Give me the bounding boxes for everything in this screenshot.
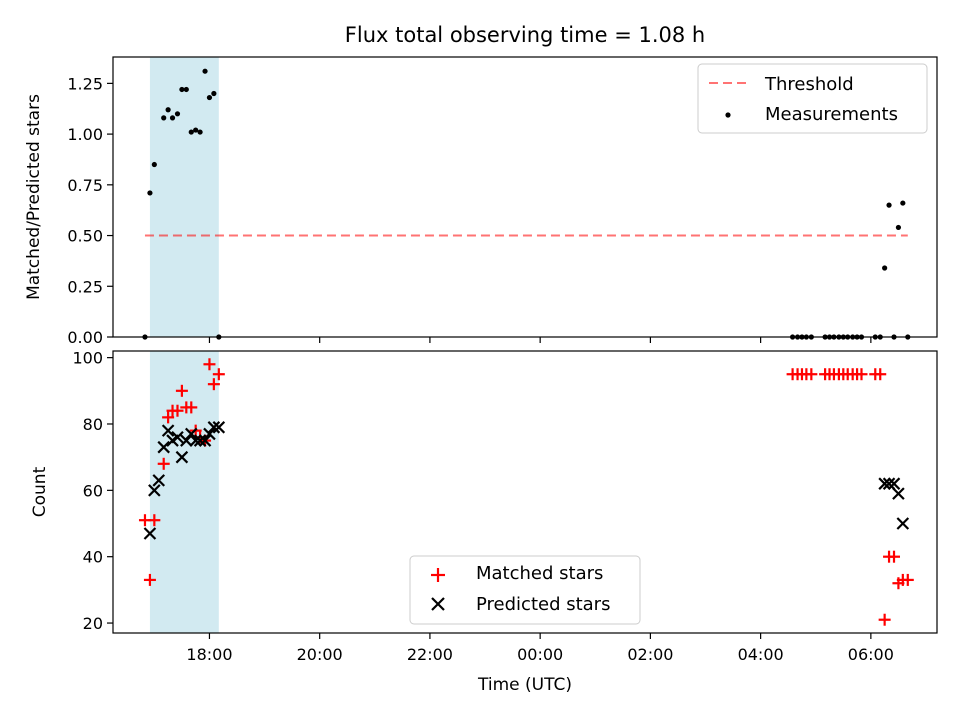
y-tick-label: 0.00 bbox=[67, 328, 103, 347]
x-tick-label: 22:00 bbox=[407, 645, 453, 664]
y-tick-label: 0.25 bbox=[67, 277, 103, 296]
matched-star-point bbox=[185, 401, 198, 414]
measurement-point bbox=[161, 115, 167, 121]
y-tick-label: 80 bbox=[83, 415, 103, 434]
predicted-star-point bbox=[148, 484, 161, 497]
count-axes-frame bbox=[112, 350, 938, 634]
count-x-ticks: 18:00 20:00 22:00 00:00 02:00 04:00 06:00 bbox=[186, 633, 894, 664]
x-tick-label: 02:00 bbox=[627, 645, 673, 664]
x-tick-label: 20:00 bbox=[297, 645, 343, 664]
predicted-star-point bbox=[203, 427, 216, 441]
measurement-point bbox=[188, 129, 194, 135]
predicted-star-point bbox=[887, 477, 901, 490]
measurement-point bbox=[197, 129, 203, 135]
matched-star-point bbox=[162, 411, 175, 424]
ratio-axes-frame bbox=[112, 56, 938, 338]
y-tick-label: 60 bbox=[83, 481, 103, 500]
legend-predicted-swatch bbox=[431, 597, 445, 611]
legend-matched-swatch bbox=[431, 568, 445, 582]
legend-measurements-swatch bbox=[725, 112, 731, 118]
matched-star-point bbox=[143, 573, 156, 586]
predicted-star-point bbox=[882, 477, 896, 490]
y-tick-label: 1.00 bbox=[67, 125, 103, 144]
ratio-y-ticks: 0.00 0.25 0.50 0.75 1.00 1.25 bbox=[67, 74, 113, 347]
measurement-point bbox=[882, 265, 888, 271]
ratio-x-ticks bbox=[208, 337, 872, 343]
matched-star-point bbox=[901, 573, 914, 586]
count-panel: 20 40 60 80 100 18:00 20:00 22:00 00:00 02:00 04:… bbox=[30, 349, 938, 695]
predicted-star-point bbox=[189, 434, 202, 447]
predicted-star-point bbox=[212, 421, 226, 434]
count-legend: Matched stars Predicted stars bbox=[409, 555, 641, 625]
legend-matched-label: Matched stars bbox=[476, 563, 603, 584]
matched-star-point bbox=[175, 384, 188, 397]
matched-star-point bbox=[878, 613, 891, 626]
predicted-stars-points bbox=[143, 421, 910, 540]
ratio-legend: Threshold Measurements bbox=[697, 63, 928, 134]
x-tick-label: 00:00 bbox=[517, 645, 563, 664]
predicted-star-point bbox=[207, 421, 221, 434]
matched-star-point bbox=[855, 368, 868, 381]
legend-measurements-label: Measurements bbox=[765, 104, 898, 125]
x-tick-label: 18:00 bbox=[186, 645, 232, 664]
predicted-star-point bbox=[175, 450, 189, 464]
measurement-point bbox=[147, 190, 153, 196]
legend-threshold-label: Threshold bbox=[764, 74, 854, 95]
matched-star-point bbox=[874, 368, 887, 381]
y-tick-label: 1.25 bbox=[67, 74, 103, 93]
shaded-span-bottom bbox=[149, 351, 219, 633]
predicted-star-point bbox=[157, 440, 170, 454]
matched-star-point bbox=[171, 404, 184, 417]
measurement-point bbox=[169, 115, 176, 121]
measurement-point bbox=[165, 107, 171, 113]
predicted-star-point bbox=[878, 477, 891, 490]
y-tick-label: 20 bbox=[83, 614, 103, 633]
matched-star-point bbox=[157, 457, 170, 470]
predicted-star-point bbox=[152, 474, 166, 487]
measurement-points bbox=[142, 68, 911, 340]
x-tick-label: 06:00 bbox=[848, 645, 894, 664]
measurement-point bbox=[183, 86, 189, 93]
matched-star-point bbox=[203, 358, 216, 371]
measurement-point bbox=[211, 90, 217, 97]
measurement-point bbox=[151, 161, 157, 168]
ratio-panel: 0.00 0.25 0.50 0.75 1.00 1.25 Matched/Predict… bbox=[24, 56, 938, 347]
measurement-point bbox=[179, 86, 185, 93]
matched-star-point bbox=[212, 368, 225, 381]
matched-stars-points bbox=[138, 358, 914, 626]
measurement-point bbox=[895, 224, 902, 231]
predicted-star-point bbox=[193, 434, 207, 447]
predicted-star-point bbox=[198, 434, 212, 447]
matched-star-point bbox=[207, 378, 220, 391]
predicted-star-point bbox=[161, 424, 175, 437]
measurement-point bbox=[900, 200, 906, 206]
matched-star-point bbox=[805, 368, 818, 381]
count-y-ticks: 20 40 60 80 100 bbox=[72, 349, 113, 633]
matched-star-point bbox=[148, 514, 161, 527]
predicted-star-point bbox=[184, 427, 198, 441]
y-tick-label: 40 bbox=[83, 548, 103, 567]
y-tick-label: 0.75 bbox=[67, 176, 103, 195]
ratio-y-axis-label: Matched/Predicted stars bbox=[24, 94, 44, 300]
measurement-point bbox=[886, 202, 892, 208]
chart-title: Flux total observing time = 1.08 h bbox=[345, 23, 705, 47]
measurement-point bbox=[174, 111, 181, 117]
predicted-star-point bbox=[892, 487, 905, 500]
predicted-star-point bbox=[171, 430, 184, 444]
predicted-star-point bbox=[180, 434, 193, 447]
x-axis-label: Time (UTC) bbox=[477, 675, 572, 695]
measurement-point bbox=[206, 94, 213, 101]
y-tick-label: 100 bbox=[72, 349, 103, 368]
measurement-point bbox=[202, 68, 208, 74]
predicted-star-point bbox=[896, 517, 910, 530]
legend-predicted-label: Predicted stars bbox=[476, 594, 610, 615]
y-tick-label: 0.50 bbox=[67, 227, 103, 246]
x-tick-label: 04:00 bbox=[738, 645, 784, 664]
predicted-star-point bbox=[143, 527, 157, 540]
matched-star-point bbox=[888, 550, 901, 563]
shaded-span-top bbox=[149, 57, 219, 337]
count-y-axis-label: Count bbox=[30, 466, 50, 517]
measurement-point bbox=[193, 127, 199, 133]
